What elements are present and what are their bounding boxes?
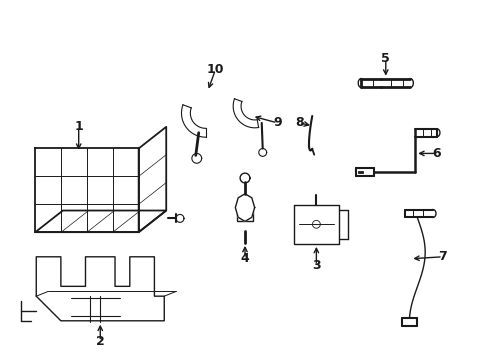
Text: 8: 8 (294, 116, 303, 129)
FancyBboxPatch shape (237, 212, 252, 221)
Text: 10: 10 (206, 63, 224, 76)
Text: 9: 9 (273, 116, 281, 129)
Text: 6: 6 (432, 147, 440, 160)
Text: 7: 7 (438, 250, 447, 263)
Text: 4: 4 (240, 252, 249, 265)
Polygon shape (233, 99, 258, 128)
Text: 5: 5 (381, 53, 389, 66)
Text: 3: 3 (311, 259, 320, 272)
Polygon shape (235, 194, 254, 221)
Text: 1: 1 (74, 120, 83, 133)
Text: 2: 2 (96, 335, 104, 348)
Polygon shape (181, 105, 205, 137)
